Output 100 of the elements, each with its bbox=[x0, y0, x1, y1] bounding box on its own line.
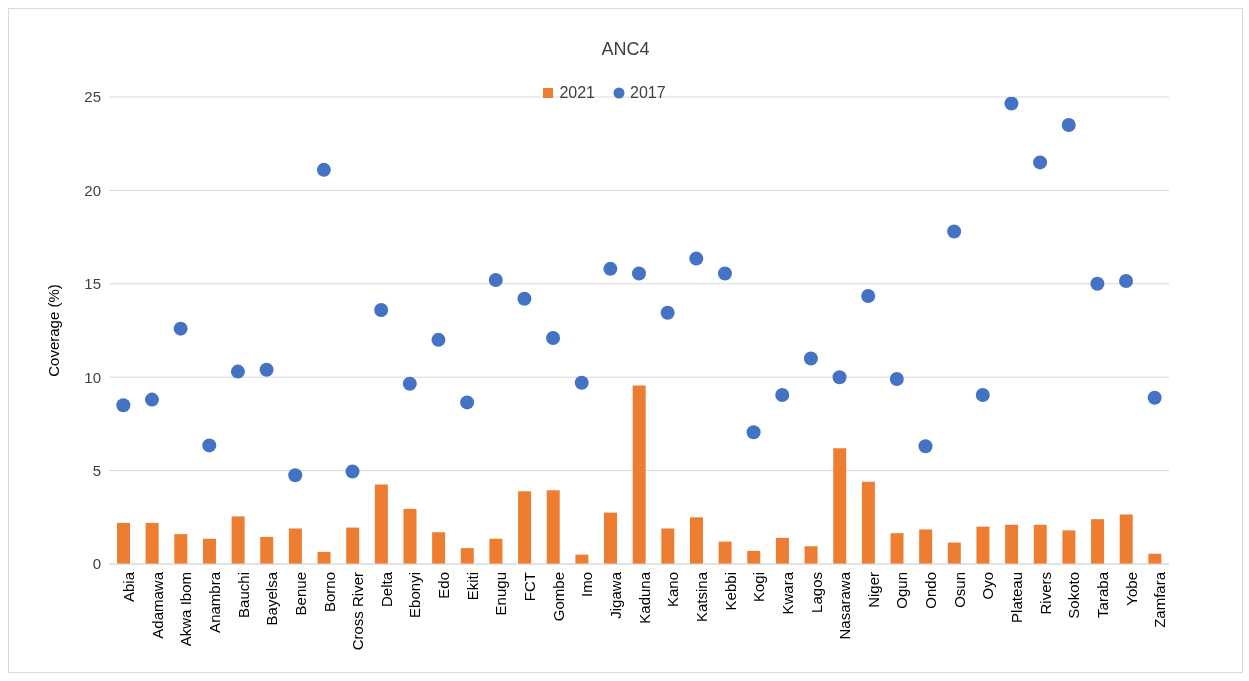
x-tick-label: Zamfara bbox=[1151, 571, 1169, 628]
x-tick-label: Gombe bbox=[549, 572, 567, 622]
bar bbox=[403, 508, 417, 564]
y-tick-label: 0 bbox=[92, 555, 101, 573]
bar bbox=[861, 481, 875, 564]
x-tick-label: Bayelsa bbox=[263, 571, 281, 626]
bar bbox=[260, 536, 274, 564]
x-tick-label: Anambra bbox=[205, 571, 223, 633]
y-tick-label: 15 bbox=[84, 275, 101, 293]
y-tick-label: 20 bbox=[84, 181, 101, 199]
x-tick-label: Plateau bbox=[1008, 572, 1026, 623]
bar bbox=[374, 484, 388, 564]
bar bbox=[632, 385, 646, 564]
x-tick-label: Kwara bbox=[778, 571, 796, 615]
point bbox=[861, 288, 876, 303]
point bbox=[889, 372, 904, 387]
bar bbox=[346, 527, 360, 564]
x-tick-label: Imo bbox=[578, 572, 596, 598]
point bbox=[918, 439, 933, 454]
point bbox=[374, 302, 389, 317]
point bbox=[173, 321, 188, 336]
bar bbox=[718, 541, 732, 564]
point bbox=[746, 425, 761, 440]
bar bbox=[775, 537, 789, 564]
bar bbox=[288, 528, 302, 564]
bar bbox=[174, 534, 188, 564]
y-axis-title: Coverage (%) bbox=[45, 284, 63, 377]
x-tick-label: FCT bbox=[521, 572, 539, 602]
point bbox=[316, 162, 331, 177]
bar bbox=[1119, 514, 1133, 564]
point bbox=[689, 251, 704, 266]
x-tick-label: Yobe bbox=[1122, 572, 1140, 606]
x-tick-label: Borno bbox=[320, 572, 338, 613]
bar bbox=[1062, 530, 1076, 564]
point bbox=[1090, 276, 1105, 291]
bar bbox=[546, 490, 560, 564]
x-tick-label: Ebonyi bbox=[406, 572, 424, 618]
point bbox=[975, 387, 990, 402]
legend-label: 2017 bbox=[629, 84, 666, 102]
x-tick-label: Kebbi bbox=[721, 572, 739, 611]
bar bbox=[890, 533, 904, 564]
y-tick-label: 5 bbox=[92, 461, 101, 479]
x-tick-label: Ogun bbox=[893, 572, 911, 609]
x-tick-label: Ekiti bbox=[463, 572, 481, 601]
point bbox=[259, 362, 274, 377]
bar bbox=[919, 529, 933, 564]
bar bbox=[804, 546, 818, 564]
bar bbox=[1033, 524, 1047, 564]
x-tick-label: Nasarawa bbox=[836, 571, 854, 640]
bar bbox=[460, 548, 474, 564]
bar bbox=[661, 528, 675, 564]
x-tick-label: Kaduna bbox=[635, 571, 653, 624]
x-tick-label: Niger bbox=[864, 572, 882, 608]
bar bbox=[231, 516, 245, 564]
point bbox=[1033, 155, 1048, 170]
point bbox=[202, 438, 217, 453]
point bbox=[1061, 118, 1076, 133]
bar bbox=[1091, 519, 1105, 564]
point bbox=[546, 330, 561, 345]
point bbox=[402, 376, 417, 391]
point bbox=[144, 392, 159, 407]
x-tick-label: Katsina bbox=[692, 571, 710, 623]
x-tick-label: Ondo bbox=[922, 572, 940, 609]
point bbox=[775, 387, 790, 402]
point bbox=[517, 291, 532, 306]
point bbox=[116, 398, 131, 413]
point bbox=[632, 266, 646, 281]
bar bbox=[518, 491, 532, 564]
x-tick-label: Taraba bbox=[1094, 571, 1112, 618]
bar bbox=[202, 538, 216, 564]
point bbox=[1147, 390, 1162, 405]
x-tick-label: Osun bbox=[950, 572, 968, 608]
legend-label: 2021 bbox=[558, 84, 595, 102]
point bbox=[460, 395, 475, 410]
bar bbox=[689, 517, 703, 564]
x-tick-label: Oyo bbox=[979, 572, 997, 600]
x-tick-label: Delta bbox=[377, 571, 395, 608]
x-tick-label: Lagos bbox=[807, 572, 825, 613]
x-tick-label: Abia bbox=[119, 571, 137, 603]
point bbox=[431, 332, 446, 347]
bar bbox=[976, 526, 990, 564]
chart-title: ANC4 bbox=[600, 39, 651, 60]
point bbox=[288, 468, 303, 483]
point bbox=[488, 273, 503, 288]
x-tick-label: Edo bbox=[435, 572, 453, 599]
bar bbox=[117, 522, 130, 564]
x-tick-label: Enugu bbox=[492, 572, 510, 616]
bar bbox=[317, 551, 331, 564]
x-tick-label: Cross River bbox=[349, 572, 367, 651]
x-tick-label: Akwa Ibom bbox=[177, 572, 195, 647]
point bbox=[574, 375, 589, 390]
x-tick-label: Sokoto bbox=[1065, 572, 1083, 619]
bar bbox=[833, 448, 847, 564]
point bbox=[947, 224, 962, 239]
point bbox=[832, 370, 847, 385]
x-tick-label: Jigawa bbox=[607, 571, 624, 619]
point bbox=[1119, 274, 1134, 288]
bar bbox=[145, 522, 159, 564]
bar bbox=[1005, 524, 1019, 564]
point bbox=[230, 364, 245, 379]
